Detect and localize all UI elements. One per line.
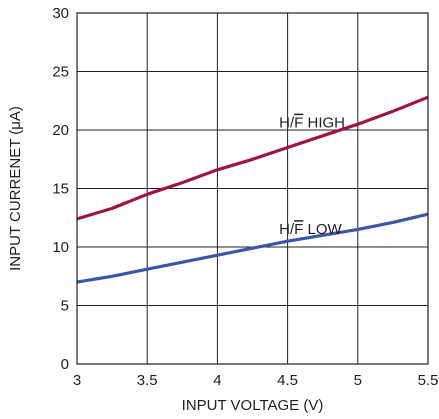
y-tick-label: 20 bbox=[52, 122, 69, 139]
x-tick-label: 5 bbox=[354, 372, 362, 389]
x-tick-label: 4 bbox=[213, 372, 221, 389]
series-line bbox=[76, 95, 429, 221]
series-line bbox=[76, 212, 429, 284]
x-tick-label: 3 bbox=[73, 372, 81, 389]
y-tick-label: 15 bbox=[52, 181, 69, 198]
y-tick-labels: 0 5 10 15 20 25 30 bbox=[52, 5, 69, 373]
series-label-part: F bbox=[294, 221, 303, 238]
x-tick-label: 5.5 bbox=[418, 372, 439, 389]
x-axis-title: INPUT VOLTAGE (V) bbox=[182, 397, 324, 414]
series-lines bbox=[76, 95, 429, 284]
series-label-part: H/ bbox=[279, 115, 295, 132]
series-label-part: F bbox=[294, 115, 303, 132]
y-tick-label: 30 bbox=[52, 5, 69, 22]
series-label-part: H/ bbox=[279, 221, 295, 238]
y-tick-label: 0 bbox=[61, 356, 69, 373]
series-label-part: LOW bbox=[303, 221, 342, 238]
plot-frame bbox=[76, 12, 429, 365]
y-axis-title: INPUT CURRENET (μA) bbox=[7, 106, 24, 271]
x-tick-label: 3.5 bbox=[137, 372, 158, 389]
series-label-part: HIGH bbox=[303, 115, 345, 132]
y-tick-label: 25 bbox=[52, 64, 69, 81]
y-tick-label: 5 bbox=[61, 298, 69, 315]
x-tick-labels: 3 3.5 4 4.5 5 5.5 bbox=[73, 372, 439, 389]
x-tick-label: 4.5 bbox=[277, 372, 298, 389]
grid bbox=[77, 13, 428, 364]
series-label: H/F LOW bbox=[279, 221, 342, 238]
y-tick-label: 10 bbox=[52, 239, 69, 256]
series-label: H/F HIGH bbox=[279, 115, 345, 132]
